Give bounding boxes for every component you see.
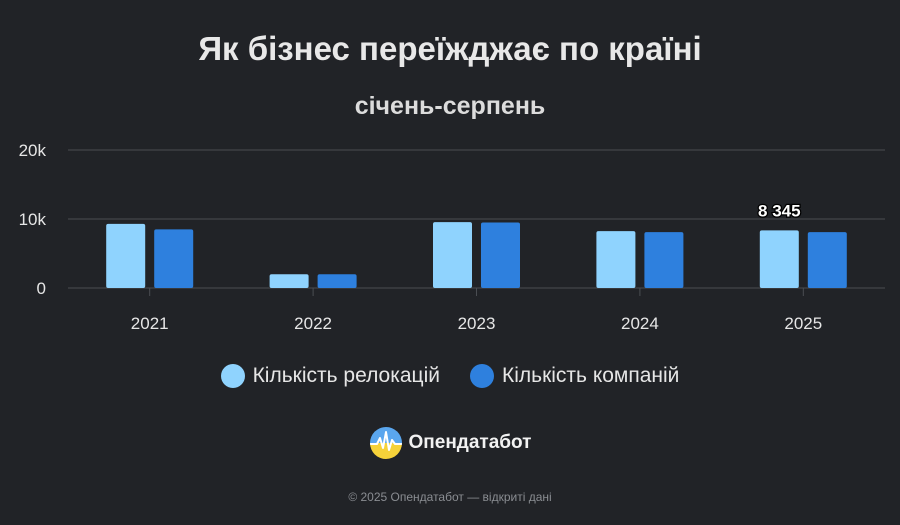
x-tick-label: 2022: [294, 314, 332, 333]
legend: Кількість релокацій Кількість компаній: [0, 364, 900, 388]
y-tick-label: 0: [37, 279, 46, 298]
chart-title: Як бізнес переїжджає по країні: [198, 30, 702, 67]
x-tick-label: 2024: [621, 314, 659, 333]
brand-name: Опендатабот: [408, 432, 532, 453]
bar-relocations-2025[interactable]: [759, 230, 799, 288]
bar-relocations-2021[interactable]: [106, 223, 146, 288]
legend-item-companies[interactable]: Кількість компаній: [469, 364, 680, 388]
bar-companies-2022[interactable]: [317, 274, 357, 288]
bar-relocations-2024[interactable]: [596, 231, 636, 288]
data-label-2025: 8 345: [758, 201, 801, 220]
bars: [106, 222, 847, 288]
opendatabot-logo-icon: [369, 427, 402, 459]
y-tick-label: 10k: [19, 210, 47, 229]
x-tick-label: 2025: [784, 314, 822, 333]
chart-subtitle: січень-серпень: [354, 92, 546, 120]
annotations: 8 345: [757, 200, 802, 222]
legend-dot-relocations: [220, 364, 245, 388]
legend-item-relocations[interactable]: Кількість релокацій: [220, 364, 440, 388]
legend-label-companies: Кількість компаній: [501, 364, 680, 387]
brand: Опендатабот: [0, 426, 900, 460]
y-axis-ticks: 0 10k 20k: [19, 141, 47, 298]
bar-companies-2024[interactable]: [644, 232, 684, 288]
bar-chart: 0 10k 20k 2021 2022 2023 2024 2025 8 345: [19, 141, 885, 333]
x-axis-ticks: 2021 2022 2023 2024 2025: [131, 288, 822, 333]
x-tick-label: 2023: [458, 314, 496, 333]
bar-companies-2021[interactable]: [154, 229, 194, 288]
bar-relocations-2023[interactable]: [433, 222, 472, 288]
x-tick-label: 2021: [131, 314, 169, 333]
footer: © 2025 Опендатабот — відкриті дані: [348, 490, 552, 504]
y-tick-label: 20k: [19, 141, 47, 160]
bar-companies-2025[interactable]: [807, 232, 847, 288]
legend-dot-companies: [469, 364, 494, 388]
bar-companies-2023[interactable]: [481, 222, 520, 288]
bar-relocations-2022[interactable]: [269, 274, 309, 288]
legend-label-relocations: Кількість релокацій: [252, 364, 440, 387]
